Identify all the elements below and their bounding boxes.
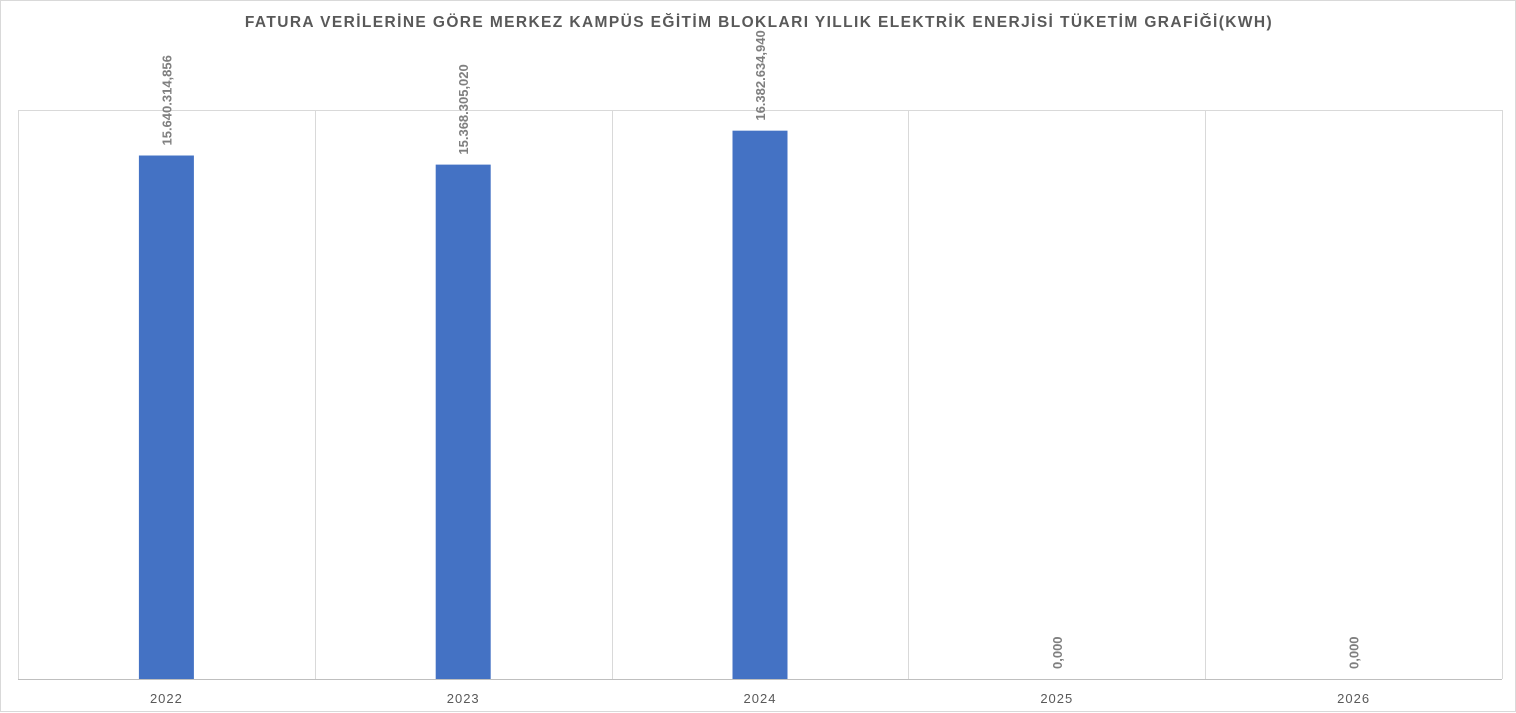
data-label-2024: 16.382.634,940 <box>753 30 768 120</box>
bar-2024 <box>732 130 788 679</box>
chart-title: FATURA VERİLERİNE GÖRE MERKEZ KAMPÜS EĞİ… <box>244 14 1274 31</box>
x-tick-label-2024: 2024 <box>744 691 777 706</box>
data-label-2025: 0,000 <box>1050 636 1065 669</box>
x-tick-label-2023: 2023 <box>447 691 480 706</box>
bar-2023 <box>435 164 491 680</box>
data-label-2022: 15.640.314,856 <box>159 55 174 145</box>
x-tick-label-2025: 2025 <box>1040 691 1073 706</box>
x-tick-label-2026: 2026 <box>1337 691 1370 706</box>
bar-2022 <box>138 155 194 679</box>
data-label-2026: 0,000 <box>1347 636 1362 669</box>
data-label-2023: 15.368.305,020 <box>456 64 471 154</box>
x-tick-label-2022: 2022 <box>150 691 183 706</box>
